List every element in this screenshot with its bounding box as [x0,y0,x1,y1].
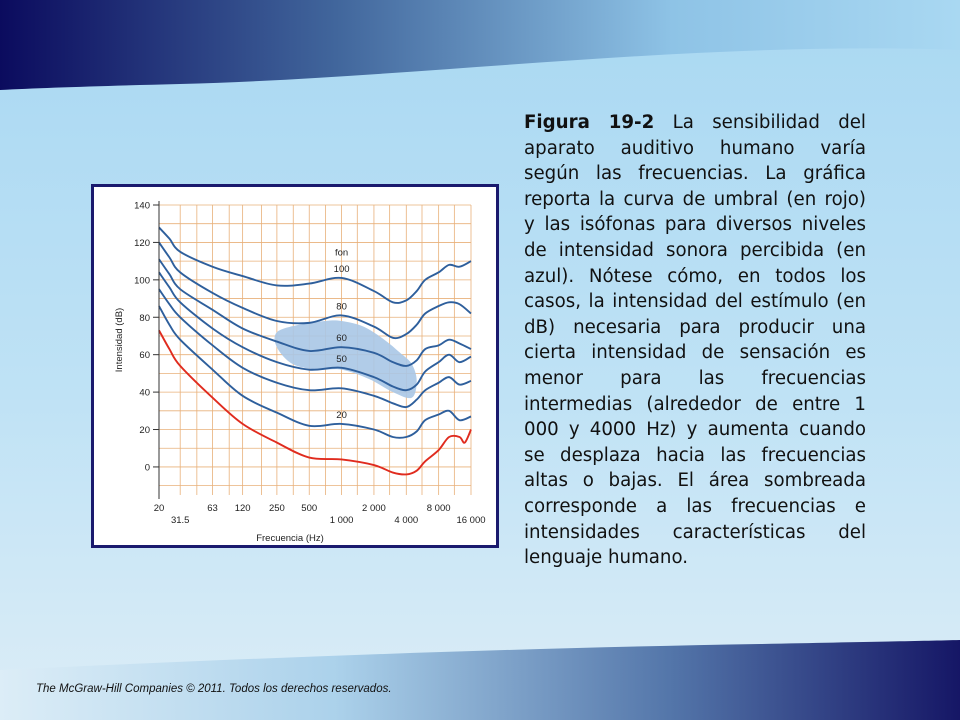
y-tick-label: 140 [134,201,150,212]
x-tick-label: 500 [301,503,317,514]
equal-loudness-chart: fon 100 80 60 50 20 0 20 40 60 80 100 120 140 20 63 120 2… [114,201,486,545]
y-tick-label: 40 [139,388,150,399]
phon-legend-title: fon [335,248,348,259]
x-tick-label: 8 000 [427,503,451,514]
isophon-curve-80 [158,241,472,340]
isophon-curve-60 [158,258,472,367]
y-tick-label: 0 [145,462,150,473]
y-tick-label: 60 [139,350,150,361]
figure-caption: Figura 19-2 La sensibilidad del aparato … [524,110,866,571]
isophon-curve-20 [158,305,472,439]
x-axis-title: Frecuencia (Hz) [256,533,324,544]
phon-label-60: 60 [336,333,347,344]
x-tick-label: 16 000 [456,515,485,526]
phon-label-100: 100 [334,264,350,275]
isophon-curve-50 [158,271,472,392]
hearing-chart-figure: fon 100 80 60 50 20 0 20 40 60 80 100 120 140 20 63 120 2… [91,184,499,548]
phon-label-20: 20 [336,410,347,421]
x-tick-label: 20 [154,503,165,514]
isophon-curve-100 [158,226,472,304]
y-axis-title: Intensidad (dB) [114,308,125,372]
copyright-footer: The McGraw-Hill Companies © 2011. Todos … [36,683,392,695]
y-tick-label: 100 [134,275,150,286]
x-tick-label: 63 [207,503,218,514]
x-tick-label: 250 [269,503,285,514]
x-tick-label: 4 000 [394,515,418,526]
x-tick-label: 31.5 [171,515,190,526]
x-tick-label: 1 000 [330,515,354,526]
isophon-curve-40 [158,288,472,409]
x-tick-label: 120 [235,503,251,514]
y-tick-label: 20 [139,425,150,436]
x-tick-label: 2 000 [362,503,386,514]
top-decorative-band [0,0,960,90]
y-tick-label: 120 [134,238,150,249]
bottom-decorative-band [0,640,960,720]
phon-label-80: 80 [336,301,347,312]
caption-label: Figura 19-2 [524,112,655,133]
phon-label-50: 50 [336,354,347,365]
caption-text: La sensibilidad del aparato auditivo hum… [524,112,866,569]
threshold-curve [158,329,472,476]
speech-area [274,320,417,399]
y-tick-label: 80 [139,313,150,324]
